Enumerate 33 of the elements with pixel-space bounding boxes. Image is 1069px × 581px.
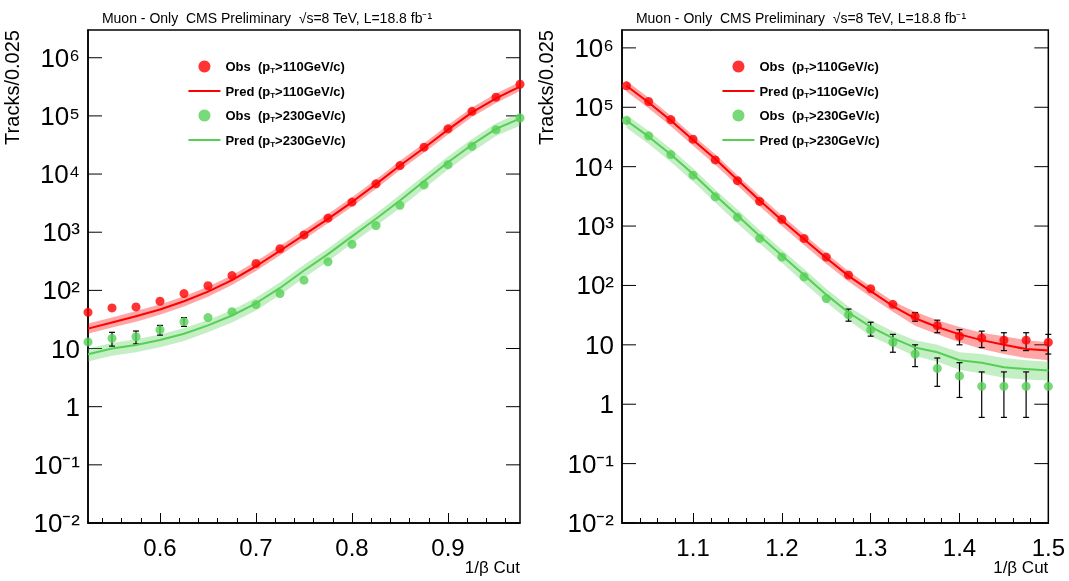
y-tick-label: 10² xyxy=(576,270,615,301)
y-tick-label: 1 xyxy=(599,389,614,420)
y-tick-label: 10⁻² xyxy=(33,508,81,538)
x-tick-label: 1.3 xyxy=(854,533,888,561)
x-axis-title: 1/β Cut xyxy=(464,558,521,577)
y-tick-label: 10³ xyxy=(42,217,81,248)
y-tick-label: 10² xyxy=(42,275,81,306)
x-axis-title: 1/β Cut xyxy=(993,558,1049,577)
x-tick-label: 0.7 xyxy=(239,533,273,561)
y-tick-label: 10 xyxy=(51,333,80,364)
y-tick-label: 10⁵ xyxy=(574,92,614,123)
chart-title: Muon - Only CMS Preliminary √s=8 TeV, L=18.8 fb⁻¹ xyxy=(635,10,967,26)
y-tick-label: 10⁶ xyxy=(574,32,614,63)
y-tick-label: 1 xyxy=(65,391,80,422)
y-tick-label: 10⁵ xyxy=(40,100,80,131)
x-tick-label: 0.6 xyxy=(143,533,177,561)
x-tick-label: 1.2 xyxy=(765,533,799,561)
x-tick-label: 1.4 xyxy=(942,533,977,561)
x-tick-label: 0.8 xyxy=(335,533,369,561)
x-tick-label: 1.5 xyxy=(1031,533,1066,561)
y-tick-label: 10⁴ xyxy=(39,159,80,190)
y-tick-label: 10 xyxy=(585,329,614,360)
x-tick-label: 1.1 xyxy=(676,533,710,561)
y-tick-label: 10⁶ xyxy=(40,42,80,73)
y-axis-title: Tracks/0.025 xyxy=(535,30,557,145)
x-tick-label: 0.9 xyxy=(431,533,465,561)
y-tick-label: 10⁻¹ xyxy=(567,448,615,479)
y-tick-label: 10⁻¹ xyxy=(33,449,81,480)
y-axis-title: Tracks/0.025 xyxy=(1,30,23,145)
y-tick-label: 10³ xyxy=(576,211,615,242)
y-tick-label: 10⁴ xyxy=(573,151,614,182)
chart-title: Muon - Only CMS Preliminary √s=8 TeV, L=18.8 fb⁻¹ xyxy=(101,10,433,26)
y-tick-label: 10⁻² xyxy=(567,508,615,538)
